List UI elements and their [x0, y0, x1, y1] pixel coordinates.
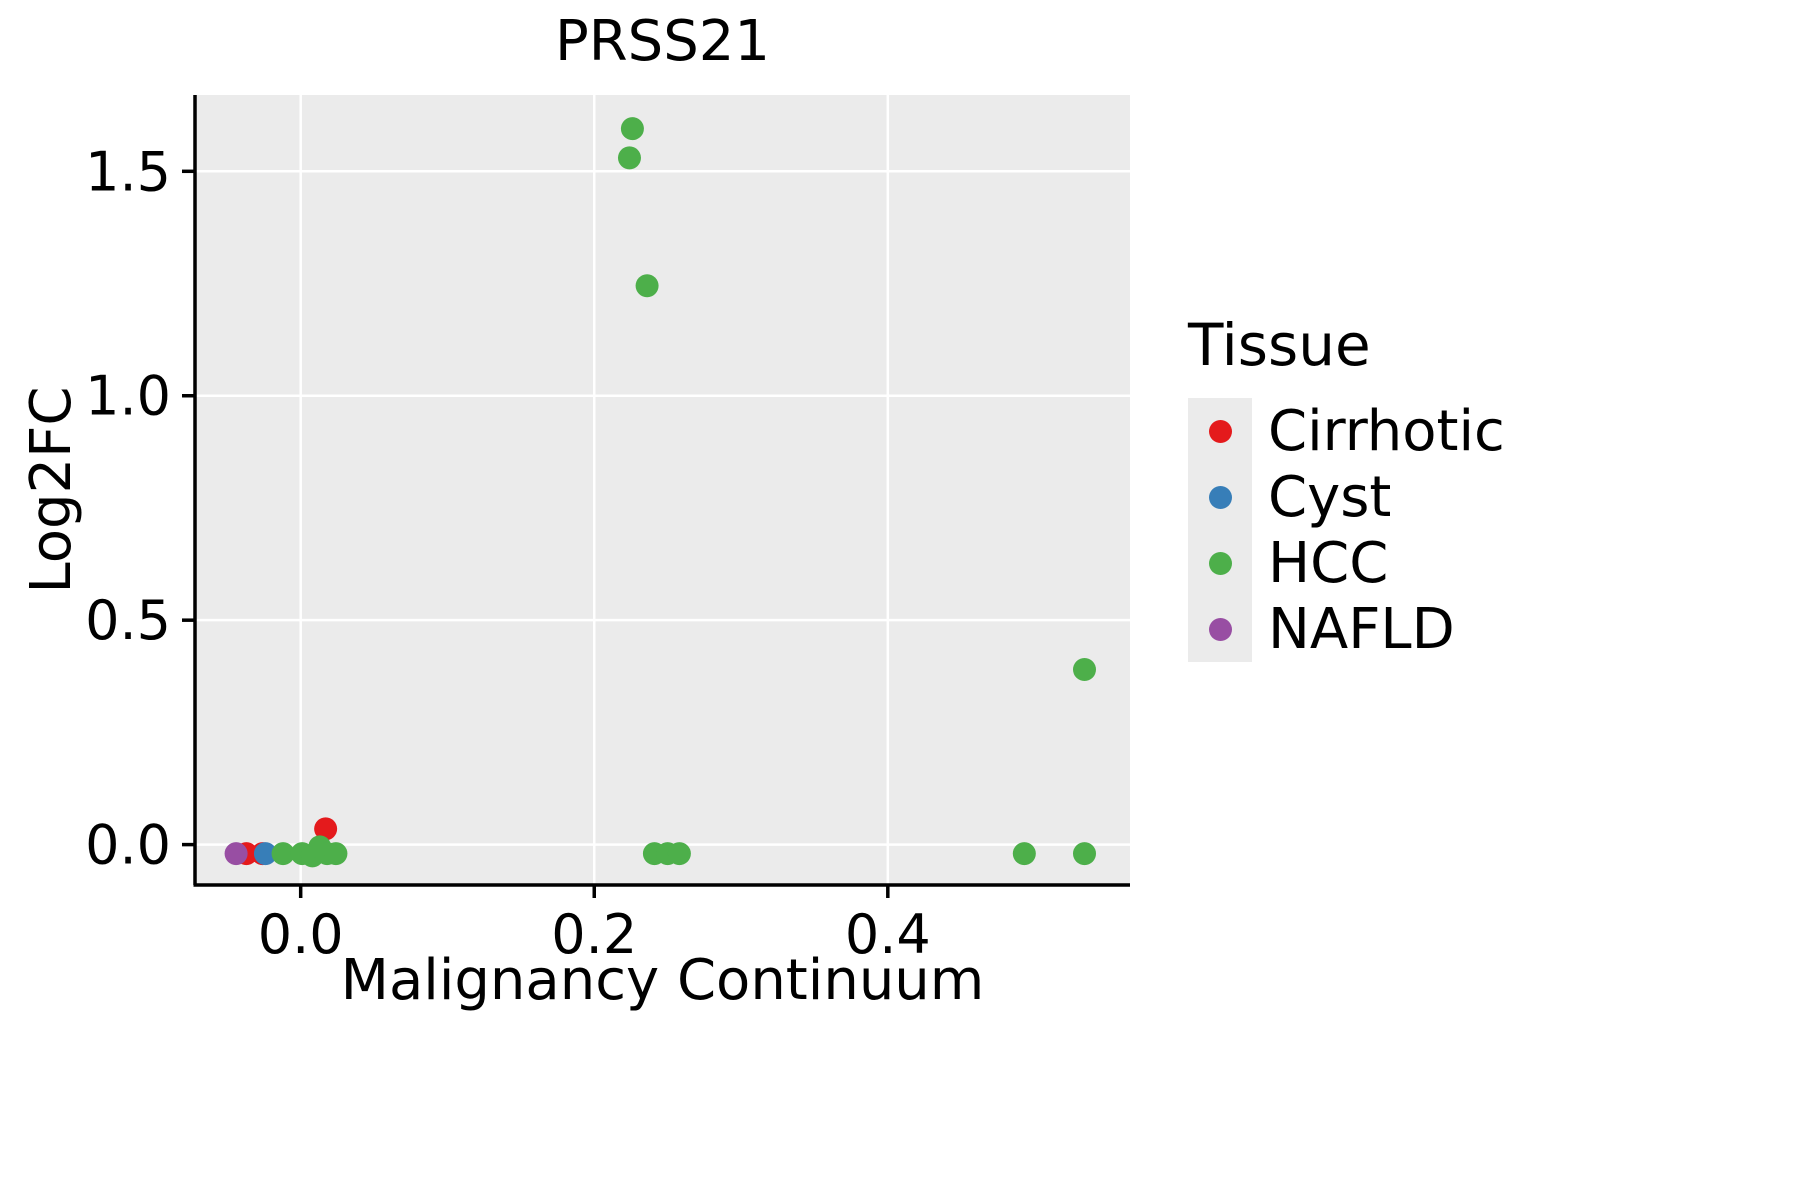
legend-swatch: [1188, 398, 1252, 464]
data-point-hcc: [324, 842, 348, 866]
legend-item-cyst: Cyst: [1188, 464, 1505, 530]
legend: Tissue Cirrhotic Cyst HCC NAFLD: [1188, 310, 1505, 662]
legend-items: Cirrhotic Cyst HCC NAFLD: [1188, 398, 1505, 662]
data-point-cyst: [253, 842, 277, 866]
x-tick-label: 0.0: [258, 903, 344, 966]
data-point-hcc: [1072, 658, 1096, 682]
x-tick-label: 0.2: [551, 903, 637, 966]
legend-key-dot: [1208, 617, 1232, 641]
legend-title: Tissue: [1188, 311, 1371, 379]
y-tick-label: 0.0: [85, 814, 171, 877]
x-axis-label: Malignancy Continuum: [340, 948, 985, 1013]
y-tick-label: 1.0: [85, 365, 171, 428]
y-tick-label: 0.5: [85, 589, 171, 652]
panel-background: [195, 95, 1130, 885]
legend-item-nafld: NAFLD: [1188, 596, 1505, 662]
x-tick-label: 0.4: [845, 903, 931, 966]
legend-item-label: HCC: [1268, 530, 1389, 596]
y-axis-label: Log2FC: [19, 386, 84, 594]
legend-key-dot: [1208, 485, 1232, 509]
data-point-hcc: [1072, 842, 1096, 866]
data-point-nafld: [224, 842, 248, 866]
legend-swatch: [1188, 530, 1252, 596]
legend-key-dot: [1208, 551, 1232, 575]
y-tick-label: 1.5: [85, 140, 171, 203]
data-point-hcc: [617, 146, 641, 170]
data-point-hcc: [635, 274, 659, 298]
data-point-cirrhotic: [314, 817, 338, 841]
legend-item-label: Cyst: [1268, 464, 1392, 530]
legend-item-label: NAFLD: [1268, 596, 1455, 662]
legend-item-label: Cirrhotic: [1268, 398, 1505, 464]
data-point-hcc: [1012, 842, 1036, 866]
legend-key-dot: [1208, 419, 1232, 443]
legend-item-hcc: HCC: [1188, 530, 1505, 596]
legend-swatch: [1188, 464, 1252, 530]
legend-swatch: [1188, 596, 1252, 662]
chart-title: PRSS21: [554, 9, 771, 74]
data-point-hcc: [271, 842, 295, 866]
data-point-hcc: [620, 117, 644, 141]
data-point-hcc: [667, 842, 691, 866]
legend-item-cirrhotic: Cirrhotic: [1188, 398, 1505, 464]
